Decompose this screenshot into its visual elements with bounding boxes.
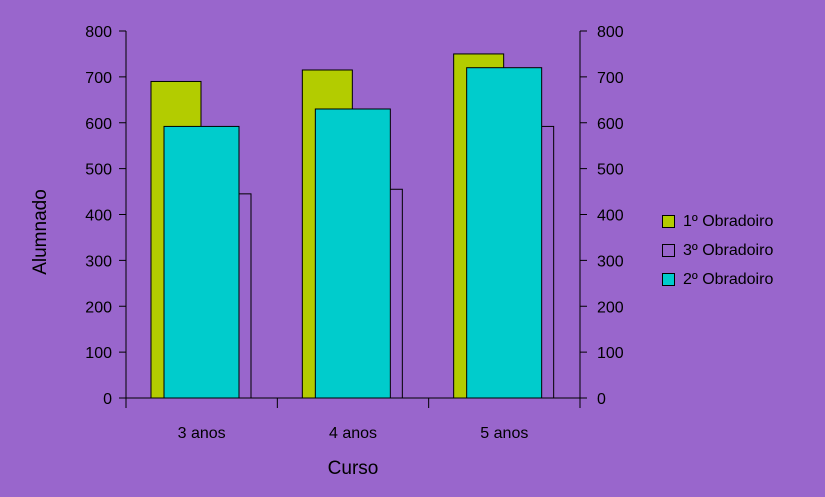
right-y-axis: 0 100 200 300 400 500 600 700 800 [579, 24, 624, 408]
left-y-tick-label: 600 [85, 116, 112, 133]
right-y-tick-label: 500 [597, 162, 624, 179]
bar-2-obradoiro-5-anos [466, 67, 543, 399]
bar-2-obradoiro-4-anos [314, 108, 391, 399]
x-axis [125, 397, 581, 408]
right-y-tick-label: 300 [597, 253, 624, 270]
x-tick-labels: 3 anos 4 anos 5 anos [178, 425, 529, 442]
legend-swatch [662, 215, 675, 228]
legend-item-3-obradoiro: 3º Obradoiro [662, 236, 773, 265]
legend-swatch [662, 273, 675, 286]
right-y-tick-label: 800 [597, 24, 624, 41]
legend: 1º Obradoiro 3º Obradoiro 2º Obradoiro [662, 207, 773, 294]
left-y-tick-label: 300 [85, 253, 112, 270]
right-y-tick-label: 0 [597, 391, 606, 408]
legend-label: 3º Obradoiro [683, 241, 774, 259]
y-axis-title: Alumnado [30, 189, 51, 275]
legend-label: 1º Obradoiro [683, 212, 774, 230]
x-axis-title: Curso [328, 458, 379, 479]
legend-item-1-obradoiro: 1º Obradoiro [662, 207, 773, 236]
x-tick-label: 3 anos [178, 425, 226, 442]
left-y-tick-label: 100 [85, 345, 112, 362]
right-y-tick-label: 400 [597, 208, 624, 225]
x-tick-label: 4 anos [329, 425, 377, 442]
right-y-tick-label: 700 [597, 70, 624, 87]
right-y-tick-label: 200 [597, 299, 624, 316]
left-y-tick-label: 700 [85, 70, 112, 87]
left-y-tick-label: 0 [103, 391, 112, 408]
x-tick-label: 5 anos [480, 425, 528, 442]
legend-swatch [662, 244, 675, 257]
left-y-tick-label: 200 [85, 299, 112, 316]
right-y-tick-label: 100 [597, 345, 624, 362]
left-y-tick-label: 800 [85, 24, 112, 41]
left-y-tick-label: 500 [85, 162, 112, 179]
right-y-tick-label: 600 [597, 116, 624, 133]
legend-item-2-obradoiro: 2º Obradoiro [662, 265, 773, 294]
left-y-tick-label: 400 [85, 208, 112, 225]
bar-2-obradoiro-3-anos [163, 125, 240, 399]
left-y-axis: 0 100 200 300 400 500 600 700 800 [85, 24, 127, 408]
bars [150, 53, 555, 399]
legend-label: 2º Obradoiro [683, 270, 774, 288]
